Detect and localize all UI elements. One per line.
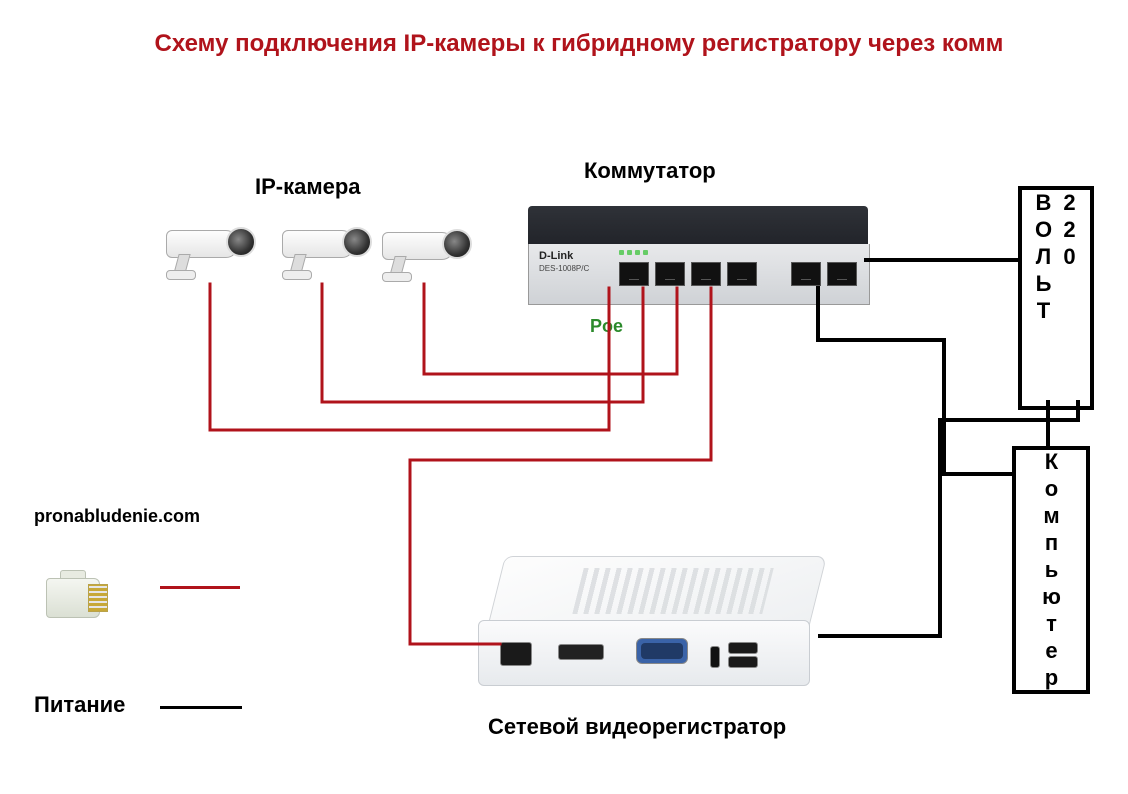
- label-poe: Poe: [590, 316, 623, 337]
- label-nvr: Сетевой видеорегистратор: [488, 714, 786, 740]
- legend-line-red: [160, 586, 240, 589]
- label-power: Питание: [34, 692, 125, 718]
- diagram-title: Схему подключения IP-камеры к гибридному…: [50, 30, 1108, 58]
- website-text: pronabludenie.com: [34, 506, 200, 527]
- box-220-volt: 220 ВОЛЬТ: [1018, 186, 1094, 410]
- legend-line-black: [160, 706, 242, 709]
- label-ip-camera: IP-камера: [255, 174, 361, 200]
- nvr-slot: [710, 646, 720, 668]
- network-switch: D-Link DES-1008P/C: [528, 206, 868, 305]
- box-computer: Компьютер: [1012, 446, 1090, 694]
- nvr-usb-port-1: [728, 642, 758, 654]
- nvr-usb-port-2: [728, 656, 758, 668]
- network-video-recorder: [478, 556, 818, 696]
- label-switch: Коммутатор: [584, 158, 716, 184]
- rj45-connector-icon: [46, 570, 116, 625]
- switch-model: DES-1008P/C: [539, 264, 589, 273]
- ip-camera-1: [166, 220, 256, 280]
- switch-brand: D-Link: [539, 250, 573, 262]
- ip-camera-3: [382, 222, 472, 282]
- switch-poe-ports: [619, 262, 757, 286]
- ip-camera-2: [282, 220, 372, 280]
- nvr-hdmi-port: [558, 644, 604, 660]
- nvr-vga-port: [636, 638, 688, 664]
- nvr-rj45-port: [500, 642, 532, 666]
- switch-leds: [619, 250, 648, 255]
- switch-uplink-ports: [791, 262, 857, 286]
